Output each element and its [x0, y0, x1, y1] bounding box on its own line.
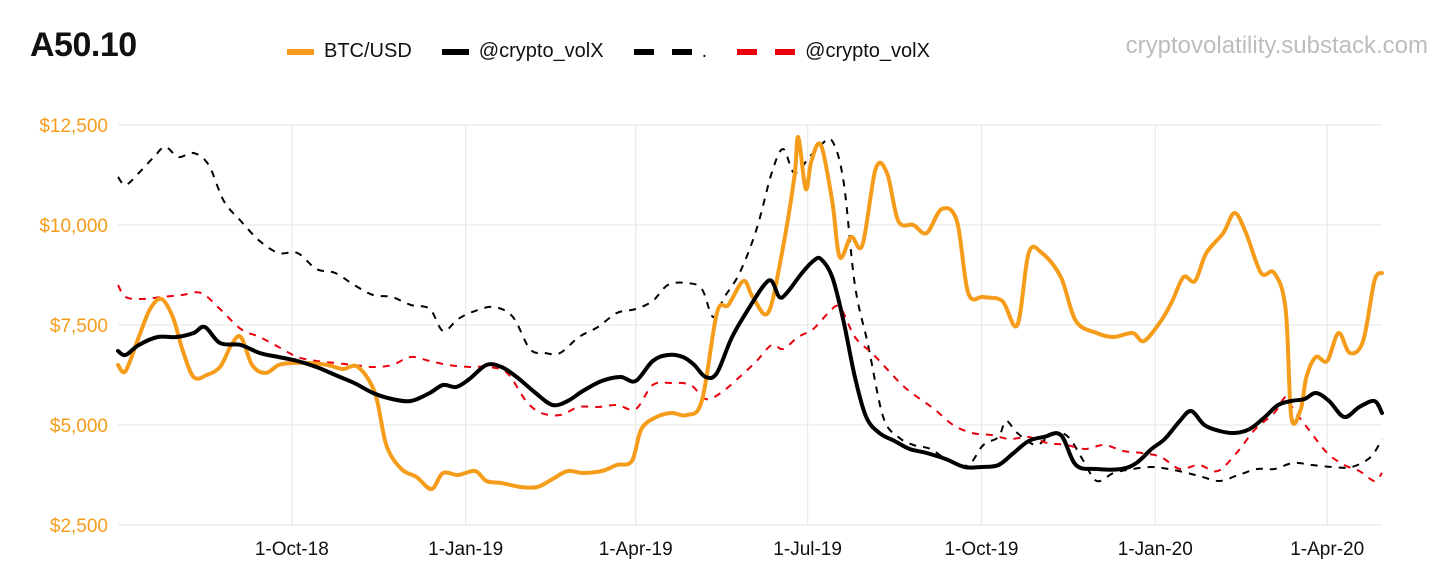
legend-label: BTC/USD — [324, 40, 412, 62]
legend-label: . — [701, 40, 708, 62]
x-tick-label: 1-Apr-19 — [599, 539, 673, 560]
legend-swatch-black-dashed — [633, 48, 692, 55]
x-tick-label: 1-Jan-20 — [1118, 539, 1193, 560]
legend-label: @crypto_volX — [478, 40, 604, 62]
legend-item-crypto-volx-red: @crypto_volX — [737, 40, 930, 63]
legend-swatch-red-dashed — [737, 48, 796, 55]
series-crypto-volx-red — [117, 284, 1383, 482]
x-axis: 1-Oct-18 1-Jan-19 1-Apr-19 1-Jul-19 1-Oct-19… — [255, 539, 1364, 560]
y-tick-label: $2,500 — [50, 516, 108, 537]
x-tick-label: 1-Jul-19 — [773, 539, 842, 560]
x-tick-label: 1-Oct-19 — [944, 539, 1018, 560]
y-axis: $12,500 $10,000 $7,500 $5,000 $2,500 — [39, 116, 108, 537]
legend-swatch-black — [441, 48, 469, 55]
legend: BTC/USD @crypto_volX . @crypto_volX — [287, 40, 960, 63]
watermark: cryptovolatility.substack.com — [1125, 32, 1428, 59]
series-crypto-volx-black — [116, 255, 1384, 472]
legend-item-dashed-black: . — [633, 40, 708, 63]
grid — [118, 124, 1382, 526]
legend-item-crypto-volx-black: @crypto_volX — [441, 40, 604, 63]
y-tick-label: $12,500 — [39, 116, 108, 137]
chart-title: A50.10 — [30, 26, 137, 64]
series-lines — [116, 134, 1384, 491]
legend-item-btc-usd: BTC/USD — [287, 40, 412, 63]
y-tick-label: $10,000 — [39, 216, 108, 237]
y-tick-label: $5,000 — [50, 416, 108, 437]
x-tick-label: 1-Oct-18 — [255, 539, 329, 560]
series-btc-usd — [116, 134, 1384, 491]
legend-swatch-orange — [287, 48, 314, 55]
legend-label: @crypto_volX — [805, 40, 930, 62]
series-dashed-black — [117, 137, 1383, 483]
x-tick-label: 1-Apr-20 — [1290, 539, 1364, 560]
y-tick-label: $7,500 — [50, 316, 108, 337]
x-tick-label: 1-Jan-19 — [428, 539, 503, 560]
